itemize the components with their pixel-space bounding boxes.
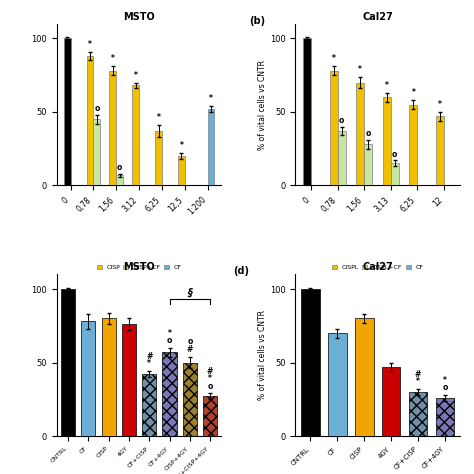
Text: *: *	[180, 141, 183, 150]
Text: *: *	[111, 55, 115, 64]
Text: *: *	[416, 377, 420, 386]
Bar	[64, 38, 71, 185]
Bar	[116, 175, 123, 185]
Text: *: *	[147, 359, 151, 368]
Text: #: #	[415, 370, 421, 379]
Text: (b): (b)	[249, 16, 265, 26]
Text: *: *	[156, 113, 161, 122]
Bar	[61, 289, 75, 436]
Bar	[338, 131, 346, 185]
Bar	[93, 119, 100, 185]
Text: *: *	[438, 100, 442, 109]
Text: o: o	[208, 382, 213, 391]
Text: o: o	[187, 337, 192, 346]
Text: *: *	[168, 328, 172, 337]
Bar	[303, 38, 311, 185]
Bar	[203, 396, 217, 436]
Bar	[355, 319, 374, 436]
Bar	[155, 131, 162, 185]
Bar	[356, 82, 365, 185]
Bar	[178, 156, 185, 185]
Text: o: o	[339, 116, 345, 125]
Text: o: o	[94, 104, 100, 113]
Bar	[365, 144, 372, 185]
Bar	[87, 56, 93, 185]
Text: o: o	[365, 129, 371, 138]
Bar	[391, 164, 399, 185]
Legend: CISPL, CISPL+CF, CF: CISPL, CISPL+CF, CF	[330, 264, 425, 271]
Text: o: o	[167, 336, 172, 345]
Text: #: #	[187, 345, 193, 354]
Bar	[101, 319, 116, 436]
Text: *: *	[88, 40, 92, 49]
Title: MSTO: MSTO	[123, 11, 155, 21]
Bar	[409, 392, 428, 436]
Bar	[436, 398, 455, 436]
Bar	[183, 363, 197, 436]
Legend: CISP, CISP+CF, CF: CISP, CISP+CF, CF	[95, 264, 183, 271]
Bar	[383, 97, 391, 185]
Text: *: *	[209, 94, 213, 103]
Title: MSTO: MSTO	[123, 262, 155, 272]
Bar	[436, 116, 444, 185]
Text: §: §	[187, 288, 192, 298]
Text: (d): (d)	[233, 266, 249, 276]
Y-axis label: % of vital cells vs CNTR: % of vital cells vs CNTR	[258, 310, 267, 400]
Text: *: *	[385, 81, 389, 90]
Text: o: o	[442, 383, 447, 392]
Title: Cal27: Cal27	[362, 262, 393, 272]
Text: *: *	[443, 375, 447, 384]
Bar	[330, 71, 338, 185]
Text: o: o	[117, 163, 122, 172]
Bar	[382, 367, 401, 436]
Bar	[328, 333, 346, 436]
Bar	[132, 85, 139, 185]
Text: *: *	[358, 64, 362, 73]
Y-axis label: % of vital cells vs CNTR: % of vital cells vs CNTR	[258, 60, 267, 150]
Bar	[163, 352, 177, 436]
Text: #: #	[146, 352, 153, 361]
Text: *: *	[411, 88, 415, 97]
Bar	[122, 324, 136, 436]
Bar	[301, 289, 319, 436]
Bar	[142, 374, 156, 436]
Text: *: *	[332, 55, 336, 64]
Text: #: #	[207, 367, 213, 376]
Bar	[81, 321, 95, 436]
Bar	[410, 105, 417, 185]
Text: *: *	[134, 71, 137, 80]
Bar	[208, 109, 214, 185]
Text: *: *	[208, 374, 212, 383]
Bar	[109, 71, 116, 185]
Title: Cal27: Cal27	[362, 11, 393, 21]
Text: o: o	[392, 150, 398, 159]
